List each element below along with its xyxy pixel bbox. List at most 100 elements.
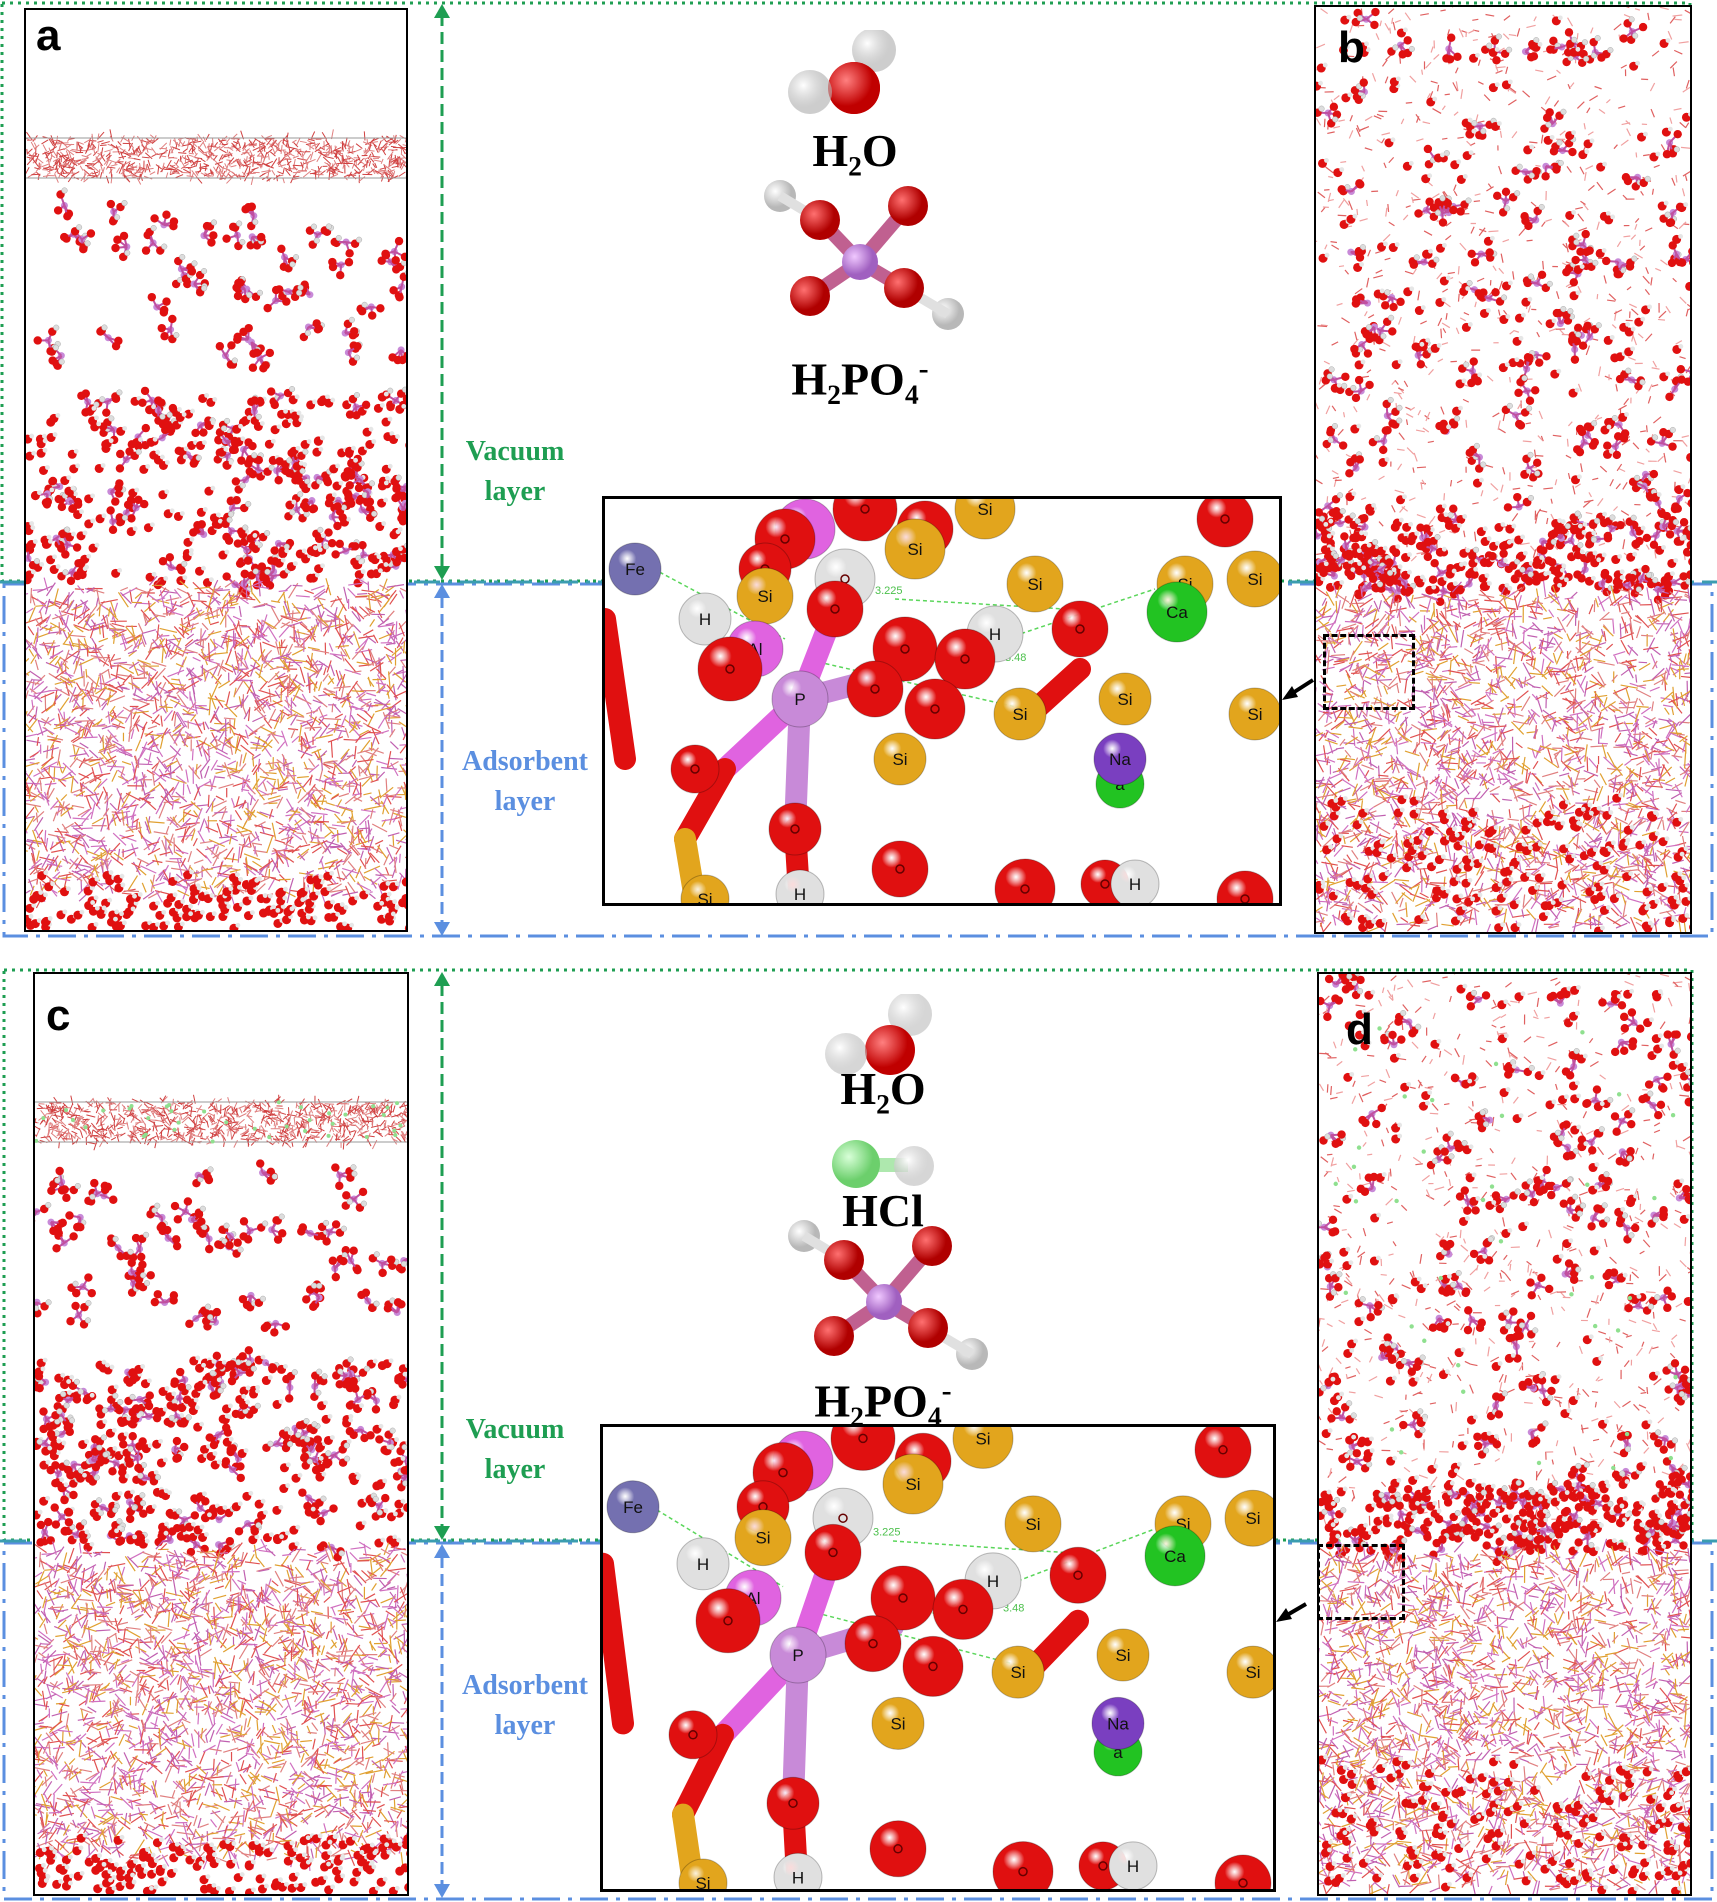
- silicon-atom: [954, 499, 1016, 540]
- atom-label: Si: [977, 500, 992, 519]
- silicon-atom: [873, 732, 927, 786]
- atom-label: H: [794, 885, 806, 904]
- phosphate-formula-top-main: H₂PO₄: [791, 353, 918, 404]
- atom-label: Si: [1247, 570, 1262, 589]
- iron-atom: [608, 542, 662, 596]
- panel-d-simulation-box: [1317, 972, 1692, 1896]
- atom-label: Si: [1115, 1646, 1130, 1665]
- vacuum-layer-label-top: Vacuum layer: [440, 432, 590, 512]
- silicon-atom: [991, 1645, 1045, 1699]
- oxygen-atom: [994, 858, 1056, 903]
- oxygen-atom: [1049, 1546, 1107, 1604]
- inset-top-atoms: 3.2253.48SiSiSiFeSiSiSiCaHHAlPSiSiSiaNaS…: [605, 499, 1279, 906]
- silicon-atom: [1098, 672, 1152, 726]
- oxygen-atom: [830, 1427, 896, 1471]
- silicon-atom: [734, 1509, 792, 1567]
- silicon-atom: [680, 874, 730, 903]
- calcium-atom: [1144, 1525, 1206, 1587]
- silicon-atom: [678, 1858, 728, 1889]
- distance-label: 3.48: [1003, 1603, 1024, 1615]
- panel-d-molecules: [1319, 974, 1690, 1894]
- phosphate-molecule-model-bottom: [788, 1220, 988, 1370]
- panel-a-simulation-box: [24, 8, 408, 932]
- atom-label: Si: [757, 587, 772, 606]
- oxygen-atom: [871, 840, 929, 898]
- atom-label: Na: [1107, 1714, 1129, 1733]
- atom-label: Si: [1010, 1663, 1025, 1682]
- silicon-atom: [1096, 1628, 1150, 1682]
- adsorbent-label-bottom-line2: layer: [440, 1706, 610, 1746]
- atom-label: H: [697, 1555, 709, 1574]
- oxygen-atom: [832, 499, 898, 542]
- oxygen-atom: [804, 1523, 862, 1581]
- hcl-molecule-model: [832, 1140, 934, 1188]
- panel-b-simulation-box: [1314, 5, 1692, 934]
- silicon-atom: [952, 1427, 1014, 1469]
- oxygen-atom: [904, 678, 966, 740]
- atom-label: P: [792, 1646, 803, 1665]
- zoomed-inset-bottom: 3.225 3.48 Si Si Si Fe Si Si Si Ca H H Al P Si Si Si a Na S…: [600, 1424, 1276, 1892]
- oxygen-atom: [670, 744, 720, 794]
- silicon-atom: [871, 1696, 925, 1750]
- adsorbent-label-bottom-line1: Adsorbent: [440, 1666, 610, 1706]
- atom-label: Fe: [625, 560, 645, 579]
- silicon-atom: [1006, 555, 1064, 613]
- atom-label: Si: [1027, 575, 1042, 594]
- oxygen-atom: [869, 1820, 927, 1878]
- adsorbent-layer-label-top: Adsorbent layer: [440, 742, 610, 822]
- atom-label: Si: [905, 1475, 920, 1494]
- oxygen-atom: [1051, 600, 1109, 658]
- panel-a-molecules: [26, 129, 406, 930]
- sodium-atom: [1091, 1696, 1145, 1750]
- oxygen-atom: [1194, 1427, 1252, 1479]
- oxygen-atom: [932, 1578, 994, 1640]
- adsorbent-label-top-line1: Adsorbent: [440, 742, 610, 782]
- water-formula-bottom: H₂O: [818, 1066, 948, 1112]
- hydrogen-atom: [775, 869, 825, 903]
- atom-label: H: [792, 1868, 804, 1887]
- zoomed-inset-top: 3.2253.48SiSiSiFeSiSiSiCaHHAlPSiSiSiaNaS…: [602, 496, 1282, 906]
- hydrogen-atom: [678, 592, 732, 646]
- adsorbent-label-top-line2: layer: [440, 782, 610, 822]
- oxygen-atom: [934, 628, 996, 690]
- iron-atom: [606, 1480, 660, 1534]
- panel-b-molecules: [1316, 7, 1690, 932]
- panel-c-simulation-box: [33, 972, 409, 1896]
- oxygen-atom: [846, 660, 904, 718]
- oxygen-atom: [844, 1615, 902, 1673]
- atom-label: Si: [907, 540, 922, 559]
- phosphate-formula-top-charge: -: [919, 352, 929, 385]
- phosphate-molecule-model-top: [764, 180, 964, 330]
- oxygen-atom: [870, 1565, 936, 1631]
- oxygen-atom: [806, 580, 864, 638]
- water-molecule-model-bottom: [825, 994, 932, 1075]
- atom-label: H: [1129, 875, 1141, 894]
- atom-label: Si: [1247, 705, 1262, 724]
- atom-label: H: [1127, 1857, 1139, 1876]
- atom-label: Fe: [623, 1498, 643, 1517]
- distance-label: 3.225: [873, 1526, 901, 1538]
- atom-label: Si: [892, 750, 907, 769]
- oxygen-atom: [768, 802, 822, 856]
- oxygen-atom: [1214, 1854, 1272, 1889]
- sodium-atom: [1093, 732, 1147, 786]
- silicon-atom: [1228, 687, 1279, 741]
- hydrogen-atom: [773, 1852, 823, 1889]
- oxygen-atom: [902, 1635, 964, 1697]
- panel-b-label: b: [1338, 26, 1365, 70]
- silicon-atom: [882, 1453, 944, 1515]
- atom-label: Ca: [1164, 1547, 1186, 1566]
- phosphorus-atom: [769, 1626, 827, 1684]
- phosphate-formula-bottom: H₂PO₄-: [778, 1376, 988, 1424]
- panel-c-label: c: [46, 994, 70, 1038]
- silicon-atom: [1226, 550, 1279, 608]
- hydrogen-atom: [1108, 1841, 1158, 1889]
- atom-label: Si: [1245, 1663, 1260, 1682]
- silicon-atom: [1004, 1495, 1062, 1553]
- atom-label: Si: [697, 890, 712, 906]
- vacuum-label-bottom-line2: layer: [440, 1450, 590, 1490]
- atom-label: Si: [890, 1714, 905, 1733]
- oxygen-atom: [1216, 870, 1274, 903]
- atom-label: H: [699, 610, 711, 629]
